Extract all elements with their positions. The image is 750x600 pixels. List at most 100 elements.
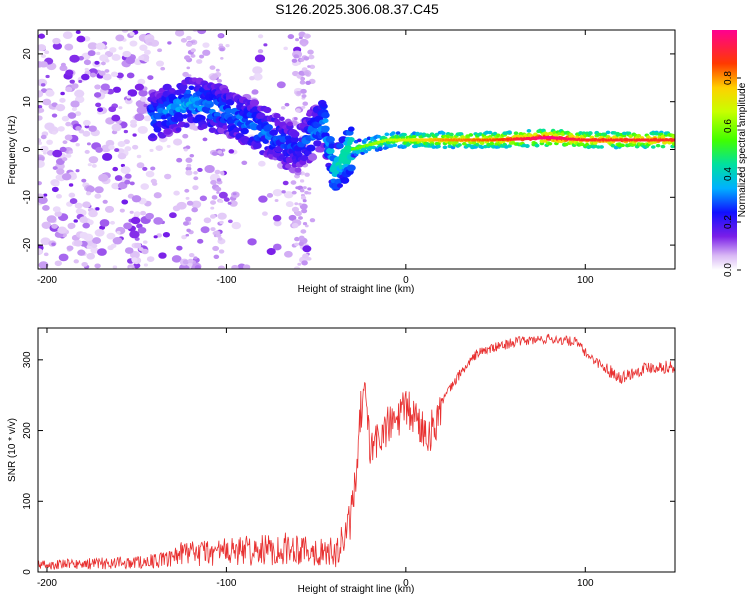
spectrogram-cell — [212, 245, 220, 252]
spectrogram-cell — [253, 73, 263, 81]
spectrogram-cell — [278, 154, 285, 160]
spectrogram-cell — [126, 95, 131, 99]
spectrogram-cell — [188, 253, 195, 258]
spectrogram-cell — [224, 107, 233, 114]
spectrogram-cell — [140, 183, 150, 190]
spectrogram-cell — [194, 265, 201, 269]
spectrogram-cell — [111, 54, 121, 61]
spectrogram-cell — [402, 132, 407, 137]
spectrogram-cell — [124, 146, 132, 152]
spectrogram-cell — [184, 55, 191, 61]
spectrogram-cell — [151, 181, 158, 186]
spectrogram-cell — [137, 226, 147, 234]
spectrogram-cell — [232, 192, 237, 196]
spectrogram-cell — [110, 71, 119, 77]
spectrogram-y-axis: -20 -10 0 10 20 — [22, 48, 675, 252]
spectrogram-cell — [67, 222, 76, 229]
spectrogram-cell — [219, 220, 224, 225]
spectrogram-cell — [46, 139, 53, 145]
spectrogram-cell — [105, 139, 115, 147]
spectrogram-cell — [94, 60, 100, 65]
snr-series-line — [38, 333, 675, 570]
spectrogram-cell — [384, 132, 390, 137]
spectrogram-cell — [241, 160, 248, 166]
spectrogram-cell — [44, 50, 50, 55]
spectrogram-cell — [46, 215, 57, 223]
spectrogram-cell — [146, 256, 155, 262]
spectrogram-cell — [592, 141, 598, 145]
spectrogram-cell — [211, 73, 219, 79]
snr-panel: -200 -100 0 100 0 100 200 300 Height of straig… — [7, 327, 676, 595]
spectrogram-cell — [81, 73, 90, 81]
spectrogram-cell — [149, 133, 156, 139]
spectrogram-cell — [108, 106, 117, 113]
spectrogram-cell — [226, 99, 235, 106]
spectrogram-cell — [142, 166, 148, 171]
y-tick-label: 0 — [22, 146, 33, 152]
spectrogram-cell — [660, 135, 666, 140]
spectrogram-cell — [193, 171, 198, 175]
spectrogram-cell — [295, 108, 301, 113]
spectrogram-cell — [171, 255, 182, 263]
spectrogram-cell — [69, 54, 80, 63]
spectrogram-cell — [290, 136, 299, 143]
spectrogram-cell — [99, 219, 110, 227]
spectrogram-cell — [185, 170, 193, 176]
spectrogram-cell — [144, 49, 151, 55]
spectrogram-cell — [602, 132, 608, 137]
spectrogram-cell — [70, 100, 80, 108]
spectrogram-cell — [228, 149, 235, 154]
spectrogram-cell — [300, 229, 307, 234]
spectrogram-cell — [138, 247, 144, 252]
spectrogram-cell — [142, 240, 148, 244]
spectrogram-cell — [541, 128, 546, 133]
y-tick-label: 0 — [22, 569, 33, 575]
spectrogram-cell — [66, 245, 74, 251]
spectrogram-cell — [301, 42, 307, 47]
spectrogram-cell — [534, 143, 540, 148]
spectrogram-cell — [38, 115, 43, 121]
spectrogram-cell — [395, 131, 401, 135]
spectrogram-cell — [100, 83, 110, 91]
spectrogram-cell — [655, 143, 661, 148]
snr-y-label: SNR (10 * v/v) — [7, 418, 18, 482]
spectrogram-cell — [263, 43, 268, 47]
spectrogram-cell — [42, 98, 52, 106]
spectrogram-cell — [216, 191, 220, 194]
spectrogram-cell — [56, 168, 65, 175]
spectrogram-cell — [78, 129, 85, 134]
spectrogram-cell — [290, 130, 300, 138]
spectrogram-cell — [336, 142, 344, 149]
spectrogram-cell — [218, 249, 225, 254]
spectrogram-cell — [124, 179, 131, 185]
spectrogram-cell — [346, 164, 356, 172]
spectrogram-cell — [104, 205, 115, 213]
spectrogram-cell — [88, 156, 99, 164]
spectrogram-cell — [264, 124, 273, 131]
spectrogram-cell — [671, 135, 675, 139]
spectrogram-cell — [67, 112, 77, 119]
spectrogram-cell — [650, 145, 656, 149]
y-tick-label: 10 — [22, 96, 33, 108]
spectrogram-cell — [291, 190, 297, 195]
spectrogram-cell — [153, 126, 162, 133]
spectrogram-cell — [134, 242, 142, 249]
spectrogram-cell — [209, 65, 216, 70]
spectrogram-cell — [190, 48, 196, 53]
spectrogram-cell — [51, 130, 57, 135]
spectrogram-cell — [378, 146, 383, 151]
spectrogram-cell — [139, 44, 148, 51]
spectrogram-cell — [59, 146, 67, 153]
spectrogram-cell — [54, 210, 63, 217]
spectrogram-cell — [123, 129, 129, 134]
spectrogram-cell — [300, 195, 307, 200]
spectrogram-cell — [210, 227, 216, 232]
spectrogram-cell — [149, 148, 154, 152]
spectrogram-cell — [73, 239, 83, 247]
x-tick-label: 0 — [403, 578, 409, 589]
x-tick-label: -200 — [37, 578, 57, 589]
spectrogram-cell — [199, 195, 207, 202]
spectrogram-cell — [52, 42, 62, 50]
spectrogram-cell — [202, 42, 210, 48]
spectrogram-cell — [87, 50, 96, 57]
